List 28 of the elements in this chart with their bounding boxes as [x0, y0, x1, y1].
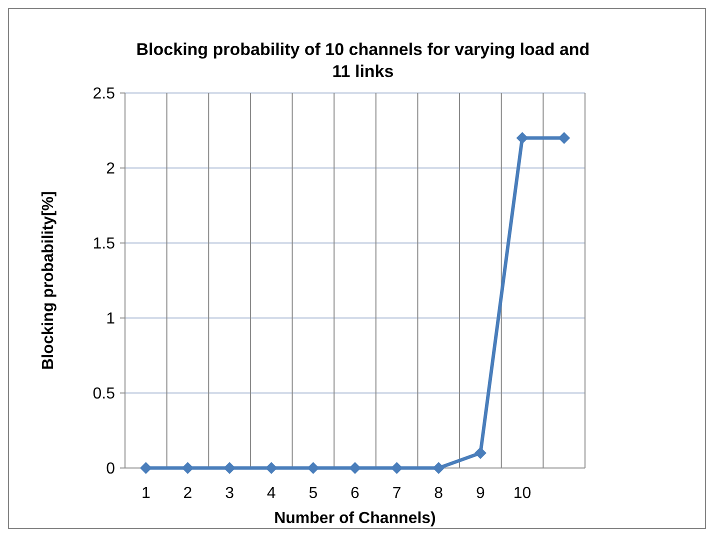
x-tick-label: 7: [392, 485, 402, 502]
x-tick-label: 3: [225, 485, 234, 502]
y-tick-label: 0.5: [92, 386, 116, 403]
point: [182, 462, 194, 474]
x-tick-label: 8: [434, 485, 444, 502]
point: [140, 462, 152, 474]
x-tick-label: 6: [350, 485, 360, 502]
point: [432, 462, 445, 474]
x-tick-label: 4: [266, 485, 276, 502]
chart-title: Blocking probability of 10 channels for varying load and 11 links: [136, 40, 590, 81]
x-axis-title: Number of Channels): [274, 510, 436, 527]
point: [558, 132, 570, 144]
y-tick-label: 2: [106, 160, 116, 178]
y-tick-label: 0: [106, 460, 116, 478]
x-tick-label: 10: [513, 485, 532, 502]
point: [349, 462, 361, 474]
point: [307, 462, 320, 474]
x-tick-label: 9: [476, 485, 485, 502]
y-axis-title: Blocking probability[%]: [40, 191, 57, 370]
point: [516, 132, 528, 144]
y-tick-label: 2.5: [92, 86, 116, 103]
x-tick-label: 5: [308, 485, 318, 502]
y-tick-label: 1: [106, 310, 116, 328]
point: [390, 462, 403, 474]
point: [474, 447, 486, 459]
x-tick-label: 2: [183, 485, 192, 502]
y-tick-label: 1.5: [92, 236, 116, 253]
x-tick-label: 1: [141, 485, 150, 502]
